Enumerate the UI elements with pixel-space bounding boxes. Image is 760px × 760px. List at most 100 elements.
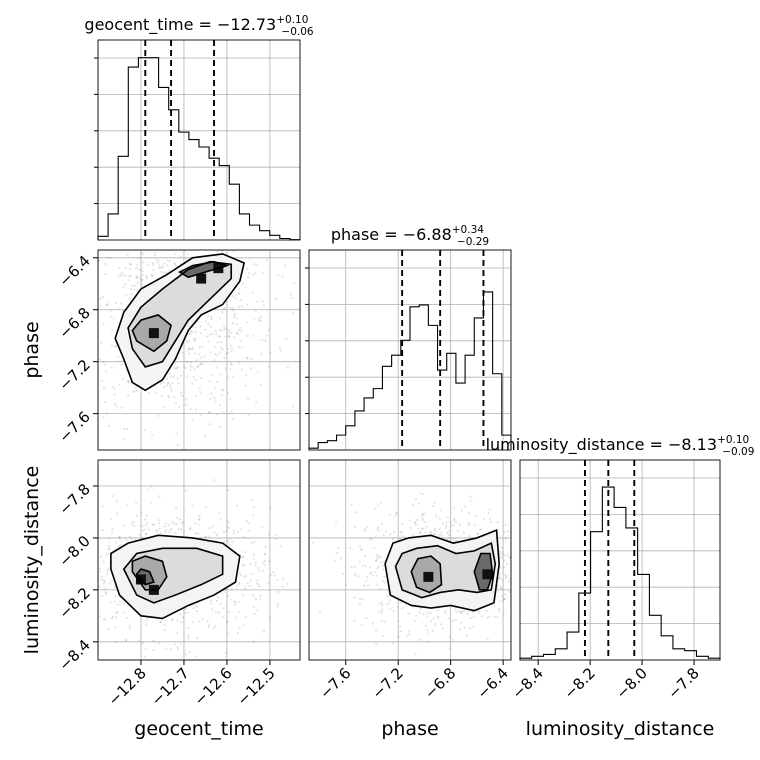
scatter-point xyxy=(353,619,356,623)
scatter-point xyxy=(501,550,504,554)
scatter-point xyxy=(469,495,472,498)
scatter-point xyxy=(226,540,230,543)
scatter-point xyxy=(120,363,123,366)
scatter-point xyxy=(369,571,372,574)
scatter-point xyxy=(127,394,130,397)
scatter-point xyxy=(179,612,182,616)
scatter-point xyxy=(114,616,118,619)
scatter-point xyxy=(193,367,196,370)
scatter-point xyxy=(363,554,367,558)
scatter-point xyxy=(173,396,176,399)
scatter-point xyxy=(293,281,296,285)
scatter-point xyxy=(127,379,130,382)
scatter-point xyxy=(285,451,287,453)
scatter-point xyxy=(199,331,203,335)
scatter-point xyxy=(178,518,182,521)
scatter-point xyxy=(213,531,216,534)
scatter-point xyxy=(434,515,438,518)
scatter-point xyxy=(246,582,249,585)
scatter-point xyxy=(433,529,437,532)
scatter-point xyxy=(89,570,91,572)
scatter-point xyxy=(187,333,190,336)
scatter-point xyxy=(228,329,231,332)
scatter-point xyxy=(105,412,108,415)
scatter-point xyxy=(99,615,102,618)
x-tick-label-luminosity_distance: −8.0 xyxy=(612,664,650,702)
scatter-point xyxy=(158,266,161,270)
scatter-point xyxy=(187,626,190,630)
scatter-point xyxy=(231,375,234,378)
scatter-point xyxy=(353,574,356,577)
scatter-point xyxy=(276,605,279,608)
scatter-point xyxy=(147,672,149,674)
scatter-point xyxy=(391,642,395,645)
scatter-point xyxy=(145,521,149,524)
scatter-point xyxy=(141,269,144,273)
scatter-point xyxy=(141,525,144,528)
scatter-point xyxy=(376,556,379,559)
scatter-point xyxy=(256,371,259,374)
scatter-point xyxy=(165,648,168,651)
contour-level-3 xyxy=(473,552,494,591)
scatter-point xyxy=(203,536,207,539)
scatter-point xyxy=(141,283,144,286)
scatter-point xyxy=(158,641,161,645)
scatter-point xyxy=(207,623,211,626)
scatter-point xyxy=(223,328,226,331)
scatter-point xyxy=(144,524,147,527)
scatter-point xyxy=(120,406,123,409)
scatter-point xyxy=(365,579,368,583)
scatter-point xyxy=(196,602,200,605)
scatter-point xyxy=(154,391,157,394)
scatter-point xyxy=(214,400,217,403)
scatter-point xyxy=(220,388,223,391)
scatter-point xyxy=(173,263,177,266)
scatter-point xyxy=(460,611,463,614)
scatter-point xyxy=(269,351,272,354)
scatter-point xyxy=(89,573,91,575)
scatter-point xyxy=(135,501,138,505)
scatter-point xyxy=(154,251,157,255)
scatter-point xyxy=(128,624,131,627)
scatter-point xyxy=(175,366,178,369)
scatter-point xyxy=(225,352,228,355)
scatter-point xyxy=(207,410,210,414)
scatter-point xyxy=(500,586,504,590)
scatter-point xyxy=(458,523,461,526)
scatter-point xyxy=(514,592,516,594)
scatter-point xyxy=(182,245,184,247)
scatter-point xyxy=(423,512,426,516)
scatter-point xyxy=(139,277,142,280)
scatter-point xyxy=(374,507,377,510)
scatter-point xyxy=(216,412,219,416)
y-tick-label-luminosity_distance: −8.2 xyxy=(55,584,93,622)
scatter-point xyxy=(227,527,231,530)
scatter-point xyxy=(247,240,249,242)
scatter-point xyxy=(246,303,249,306)
scatter-point xyxy=(220,329,223,332)
scatter-point xyxy=(497,576,501,579)
scatter-point xyxy=(82,574,84,576)
scatter-point xyxy=(458,628,461,631)
scatter-point xyxy=(460,509,464,512)
x-tick-label-phase: −6.8 xyxy=(421,664,459,702)
scatter-point xyxy=(337,546,340,550)
scatter-point xyxy=(244,384,248,387)
scatter-point xyxy=(350,566,353,569)
scatter-point xyxy=(222,307,225,311)
scatter-point xyxy=(199,356,202,359)
scatter-point xyxy=(66,361,68,363)
scatter-point xyxy=(399,531,402,534)
scatter-point xyxy=(429,530,432,533)
scatter-point xyxy=(265,259,268,262)
scatter-point xyxy=(113,393,116,396)
scatter-point xyxy=(401,534,404,538)
scatter-point xyxy=(64,627,66,629)
scatter-point xyxy=(370,538,373,541)
scatter-point xyxy=(208,333,212,336)
scatter-point xyxy=(339,557,343,560)
scatter-point xyxy=(251,273,254,277)
scatter-point xyxy=(162,381,165,384)
scatter-point xyxy=(456,529,460,532)
x-tick-label-phase: −7.6 xyxy=(316,664,354,702)
